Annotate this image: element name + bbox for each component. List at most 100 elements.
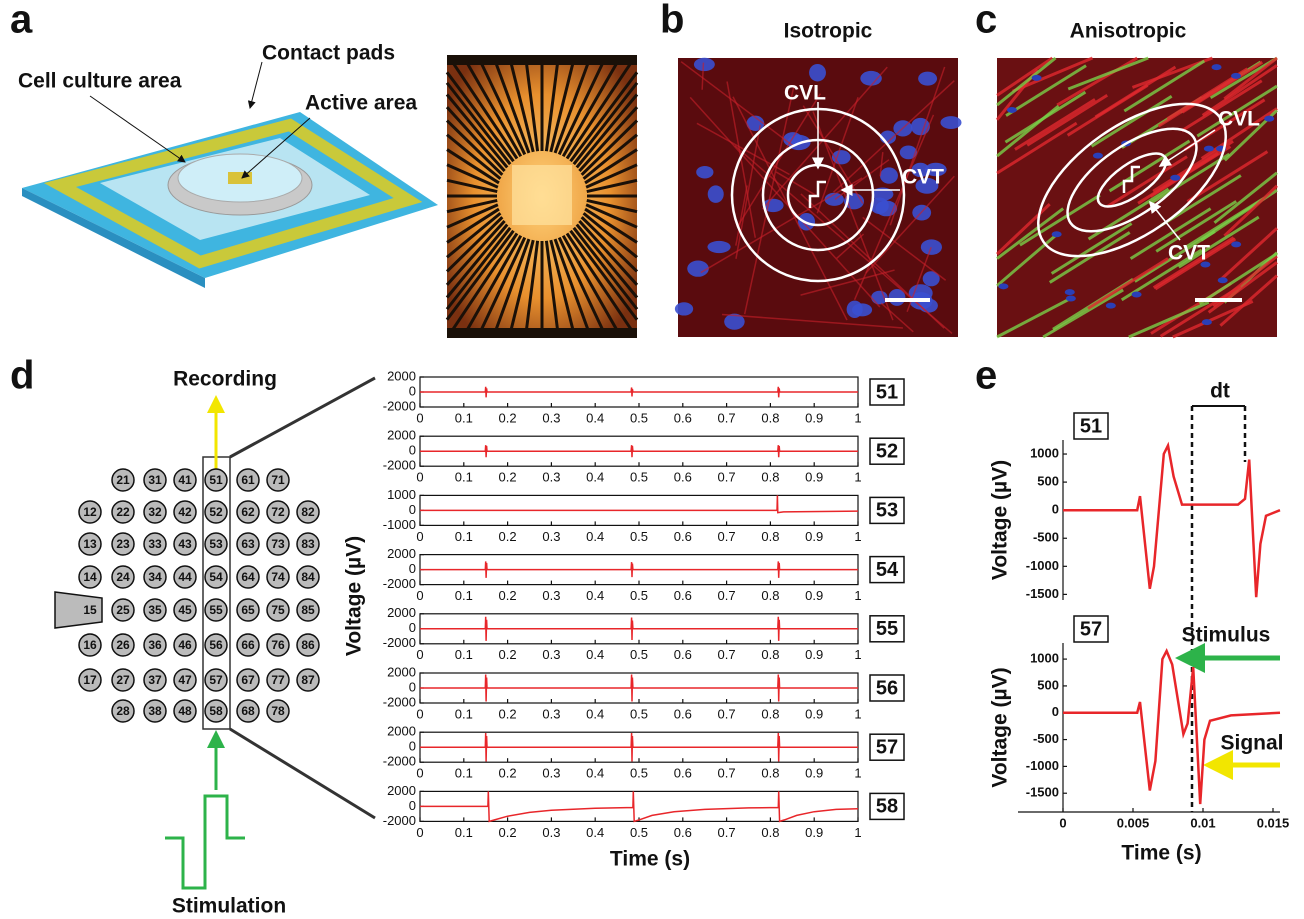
chip-lead: [565, 62, 633, 160]
x-tick-label: 0.1: [455, 706, 473, 721]
x-tick-label: 0.5: [630, 410, 648, 425]
legend-box: [869, 792, 905, 821]
legend-box: [869, 733, 905, 761]
nucleus: [696, 165, 714, 179]
electrode-label: 14: [83, 570, 97, 584]
electrode: [236, 598, 260, 622]
electrode-label: 67: [241, 673, 255, 687]
x-tick-label: 0.8: [761, 647, 779, 662]
electrode: [111, 633, 135, 657]
electrode: [143, 532, 167, 556]
fiber: [853, 114, 935, 301]
x-tick-label: 0.7: [718, 588, 736, 603]
stimulus-electrode: [54, 591, 103, 629]
fiber: [722, 313, 903, 329]
fiber: [996, 121, 1078, 175]
legend-label: 57: [876, 736, 898, 758]
electrode: [204, 668, 228, 692]
annotation: Stimulus: [1182, 624, 1271, 647]
x-tick-label: 0.9: [805, 766, 823, 781]
electrode-label: 21: [116, 473, 130, 487]
annotation: CVL: [1218, 108, 1260, 131]
electrode-label: 22: [116, 505, 130, 519]
electrode: [236, 565, 260, 589]
nucleus: [918, 71, 938, 86]
nucleus: [1264, 115, 1275, 122]
x-tick-label: 0.3: [542, 706, 560, 721]
fiber: [1106, 155, 1188, 208]
x-tick-label: 0.2: [499, 766, 517, 781]
chip-lead: [445, 81, 512, 166]
electrode-label: 71: [271, 473, 285, 487]
x-tick-label: 0.5: [630, 706, 648, 721]
electrode-label: 73: [271, 537, 285, 551]
nucleus: [860, 70, 882, 86]
y-tick-label: 2000: [387, 368, 416, 383]
electrode-label: 78: [271, 704, 285, 718]
electrode: [173, 532, 197, 556]
electrode: [266, 598, 290, 622]
y-tick-label: -2000: [383, 458, 416, 473]
x-tick-label: 0.7: [718, 766, 736, 781]
x-tick-label: 0.6: [674, 647, 692, 662]
x-tick-label: 1: [854, 410, 861, 425]
chip-lead: [445, 93, 509, 169]
chip-lead: [553, 238, 590, 332]
electrode-label: 52: [209, 505, 223, 519]
fiber: [737, 93, 822, 227]
nucleus: [1065, 295, 1076, 302]
y-axis-label: Voltage (µV): [343, 536, 366, 656]
x-tick-label: 0: [416, 706, 423, 721]
y-tick-label: -2000: [383, 813, 416, 828]
electrode-label: 75: [271, 603, 285, 617]
fiber: [1148, 152, 1231, 206]
chip-lead: [465, 61, 523, 158]
chip-lead: [445, 216, 504, 273]
trace: [1063, 441, 1281, 598]
trace: [420, 561, 858, 578]
fiber: [761, 66, 888, 210]
x-tick-label: 0.3: [542, 588, 560, 603]
electrode-label: 27: [116, 673, 130, 687]
x-tick-label: 0: [416, 588, 423, 603]
y-tick-label: 0: [409, 679, 416, 694]
y-tick-label: -1500: [1026, 785, 1059, 800]
x-tick-label: 0.01: [1190, 815, 1215, 830]
y-tick-label: 500: [1037, 474, 1059, 489]
electrode-label: 37: [148, 673, 162, 687]
fiber: [1094, 65, 1177, 119]
electrode: [173, 598, 197, 622]
x-tick-label: 0.9: [805, 588, 823, 603]
panel-label: d: [10, 354, 34, 398]
fiber: [1090, 94, 1173, 148]
chip-lead: [446, 148, 500, 185]
electrode: [236, 633, 260, 657]
trace: [420, 791, 859, 823]
electrode: [266, 500, 290, 524]
fiber: [735, 124, 762, 259]
fiber: [996, 296, 1073, 339]
chip-lead: [479, 61, 527, 156]
electrode: [173, 468, 197, 492]
electrode: [143, 468, 167, 492]
chip-lead: [569, 229, 639, 321]
fiber: [1213, 171, 1278, 224]
chip-lead: [549, 239, 575, 332]
annotation: Stimulation: [172, 895, 286, 918]
electrode-label: 72: [271, 505, 285, 519]
fiber: [1177, 215, 1260, 269]
nucleus: [1200, 261, 1211, 268]
fiber: [1019, 193, 1101, 247]
x-tick-label: 0: [416, 410, 423, 425]
legend-label: 53: [876, 500, 898, 522]
legend-label: 52: [876, 440, 898, 462]
y-tick-label: -2000: [383, 635, 416, 650]
fiber: [1128, 300, 1210, 339]
y-tick-label: -2000: [383, 576, 416, 591]
x-tick-label: 0.9: [805, 410, 823, 425]
legend-box: [869, 555, 905, 584]
electrode: [111, 699, 135, 723]
electrode: [111, 598, 135, 622]
electrode-label: 84: [301, 570, 315, 584]
electrode-label: 56: [209, 638, 223, 652]
